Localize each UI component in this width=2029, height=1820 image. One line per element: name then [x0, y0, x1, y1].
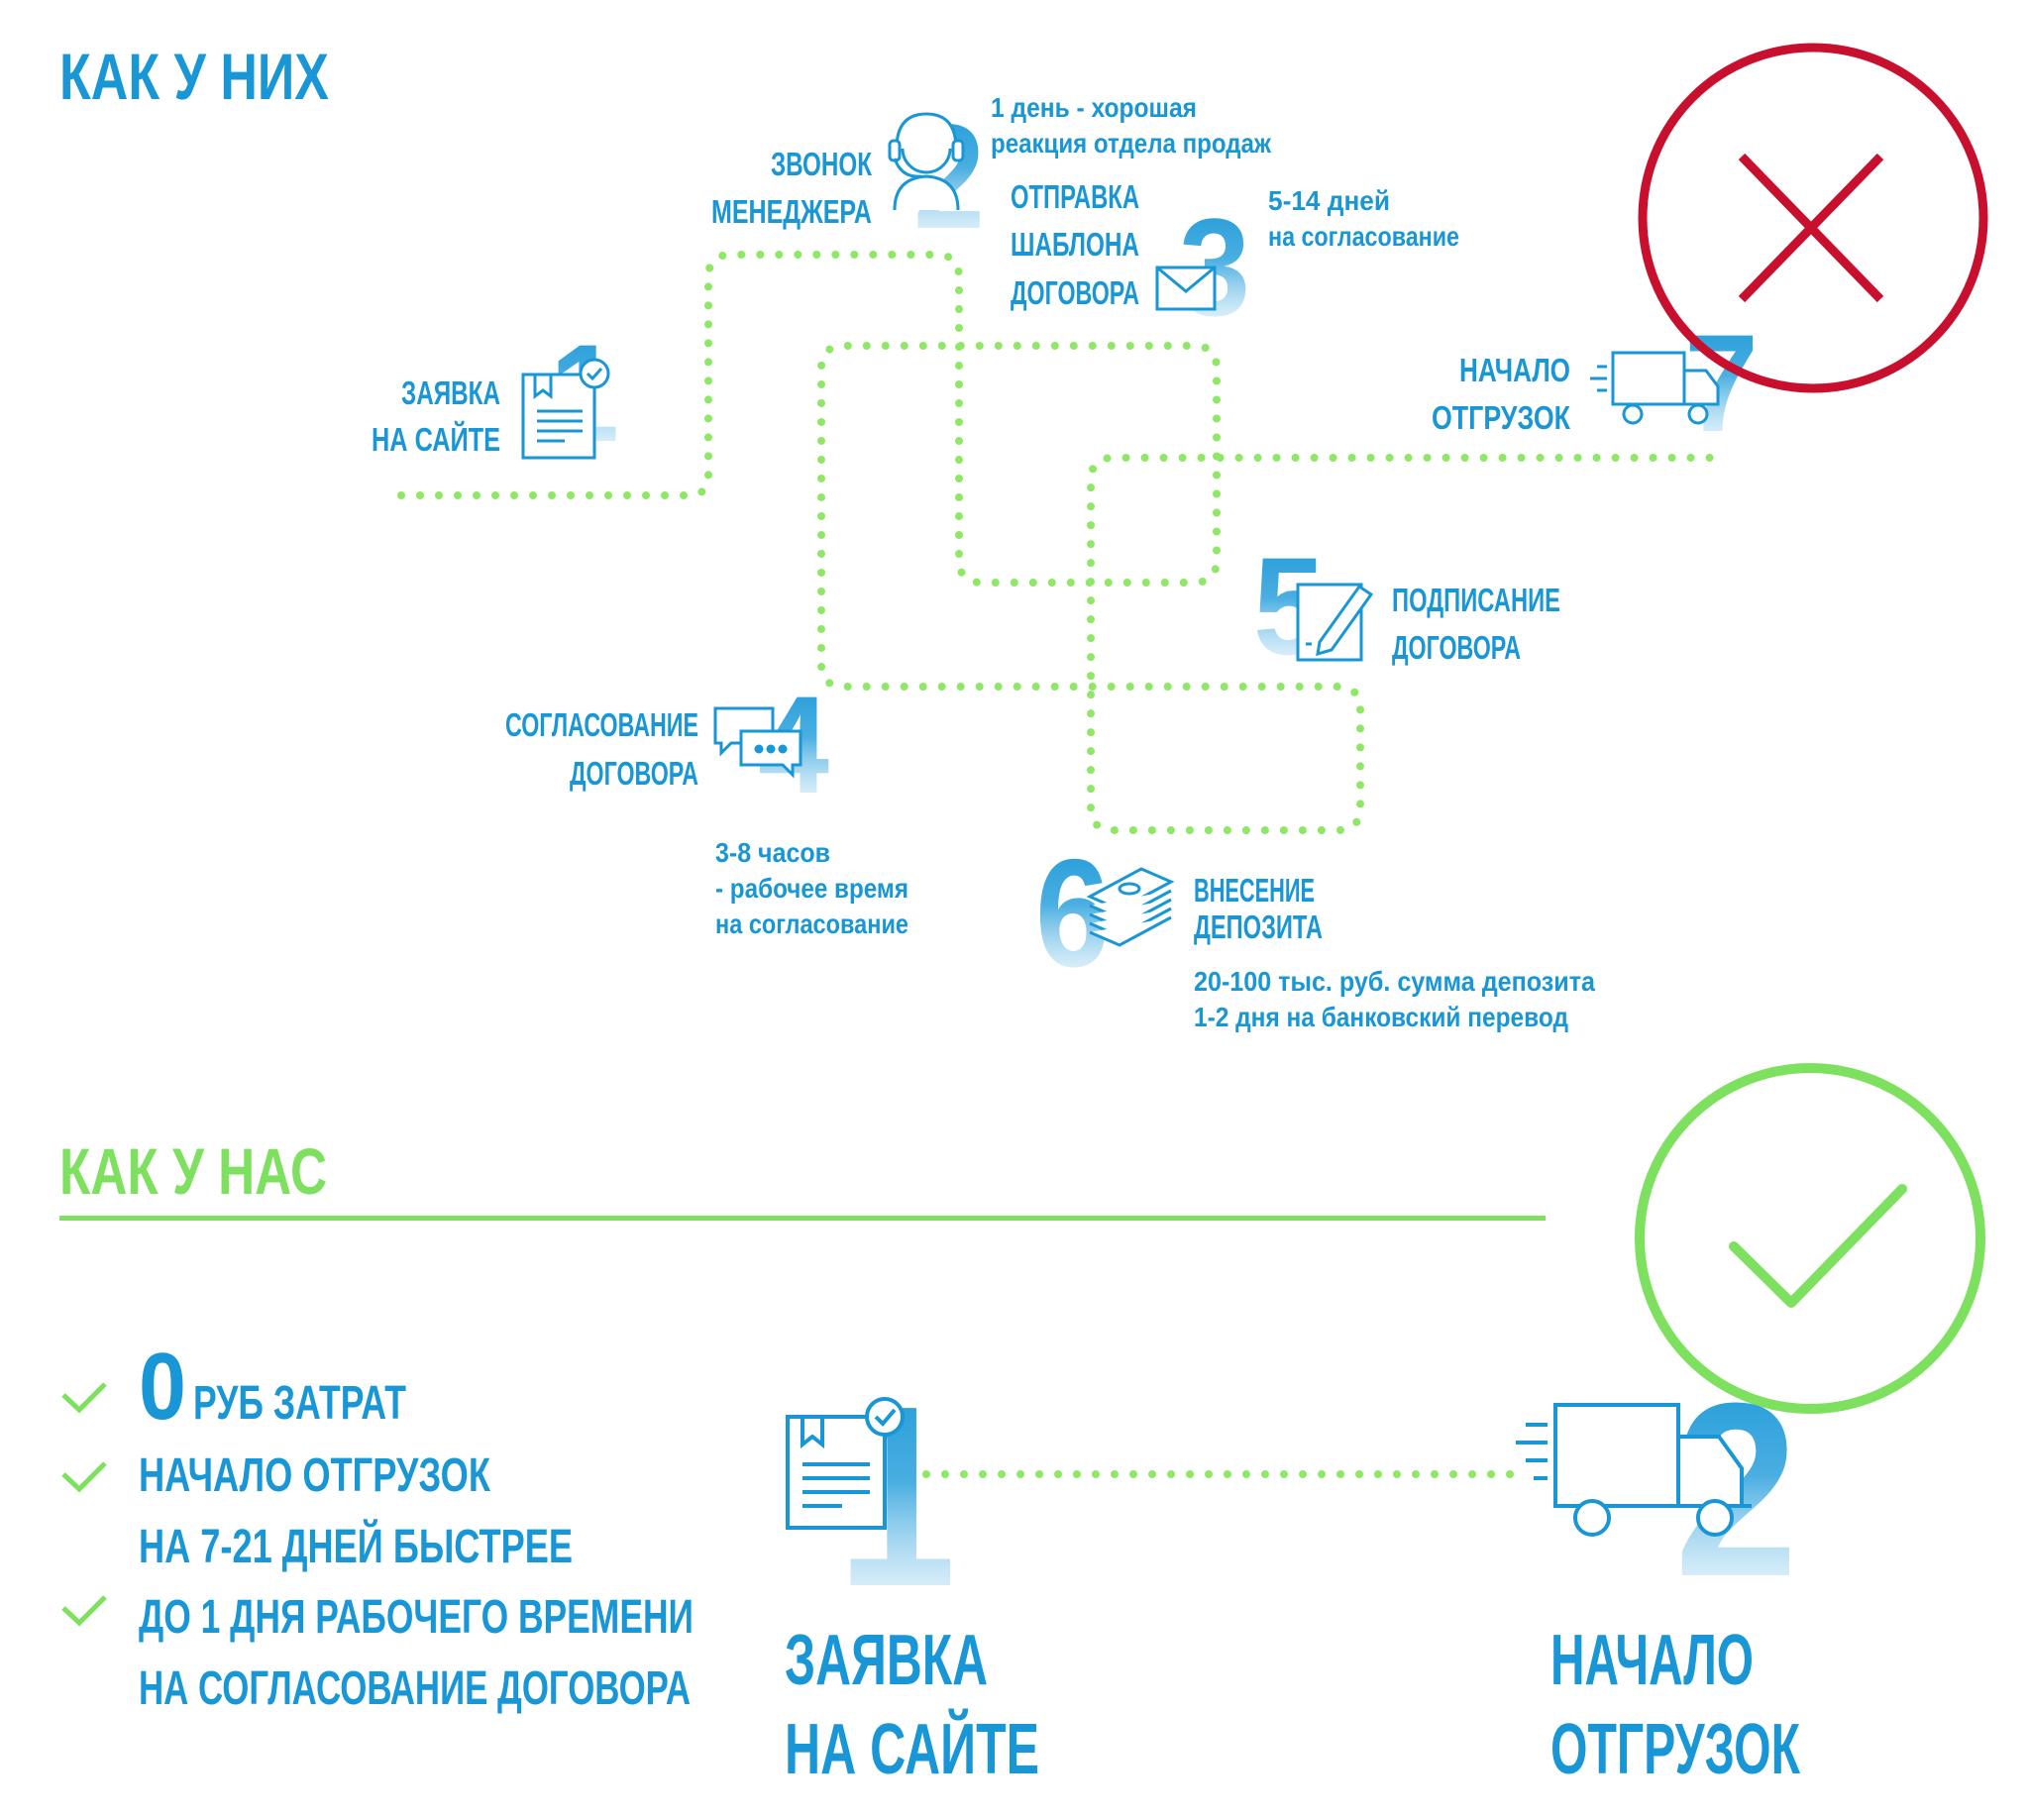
checkmark-icon	[61, 1461, 107, 1493]
step-label-line: ЗАЯВКА	[401, 375, 500, 411]
chat-bubbles-icon	[713, 706, 802, 779]
step-label-line: ШАБЛОНА	[1011, 226, 1139, 263]
step-label-line: ЗВОНОК	[771, 146, 873, 182]
checkmark-icon	[61, 1382, 107, 1414]
cross-circle-icon	[1638, 43, 1988, 393]
step-2: 2 ЗВОНОК МЕНЕДЖЕРА 1 день - хорошая реак…	[711, 92, 1272, 260]
step-5: 5 ПОДПИСАНИЕ ДОГОВОРА	[1253, 528, 1560, 684]
delivery-truck-icon	[1590, 351, 1720, 425]
step-label-line: ДОГОВОРА	[1011, 274, 1139, 311]
step-note-line: 5-14 дней	[1268, 185, 1390, 216]
step-label-line: СОГЛАСОВАНИЕ	[505, 706, 698, 743]
benefit-text-line: РУБ ЗАТРАТ	[193, 1377, 406, 1430]
step-1: 1 ЗАЯВКА НА САЙТЕ	[372, 315, 619, 471]
benefit-text-line: НАЧАЛО ОТГРУЗОК	[139, 1449, 491, 1502]
step-6: 6 ВНЕСЕНИЕ ДЕПОЗИТА 20-100 тыс. руб. сум…	[1035, 827, 1595, 1032]
envelope-icon	[1155, 266, 1217, 311]
step-label-line: ПОДПИСАНИЕ	[1392, 582, 1560, 618]
ours-title: КАК У НАС	[59, 1134, 327, 1208]
benefit-item: ДО 1 ДНЯ РАБОЧЕГО ВРЕМЕНИ НА СОГЛАСОВАНИ…	[61, 1591, 694, 1715]
step-label-line: ДЕПОЗИТА	[1194, 909, 1323, 945]
benefit-text-line: НА СОГЛАСОВАНИЕ ДОГОВОРА	[139, 1662, 691, 1715]
step-label-line: ДОГОВОРА	[570, 755, 698, 792]
document-check-icon	[521, 358, 610, 460]
sign-document-icon	[1296, 583, 1374, 662]
checkmark-icon	[61, 1595, 107, 1627]
step-note-line: - рабочее время	[715, 873, 908, 904]
benefit-item: НАЧАЛО ОТГРУЗОК НА 7-21 ДНЕЙ БЫСТРЕЕ	[61, 1449, 573, 1573]
benefit-item: 0 РУБ ЗАТРАТ	[61, 1334, 406, 1440]
step-7: 7 НАЧАЛО ОТГРУЗОК	[1432, 305, 1759, 461]
theirs-title: КАК У НИХ	[59, 40, 329, 113]
document-check-icon	[786, 1397, 905, 1530]
delivery-truck-icon	[1516, 1403, 1752, 1537]
step-label-line: НА САЙТЕ	[372, 420, 500, 458]
step-label-line: НАЧАЛО	[1459, 352, 1570, 388]
step-note-line: реакция отдела продаж	[991, 128, 1272, 159]
step-label-line: НА САЙТЕ	[785, 1708, 1039, 1789]
step-note-line: 1 день - хорошая	[991, 92, 1197, 123]
step-4: 4 СОГЛАСОВАНИЕ ДОГОВОРА 3-8 часов - рабо…	[505, 667, 908, 939]
step-label-line: ОТПРАВКА	[1011, 178, 1139, 215]
check-circle-icon	[1635, 1063, 1985, 1414]
benefit-text-line: ДО 1 ДНЯ РАБОЧЕГО ВРЕМЕНИ	[139, 1591, 694, 1644]
step-label-line: ОТГРУЗОК	[1432, 399, 1571, 436]
step-note-line: на согласование	[1268, 221, 1459, 252]
money-stack-icon	[1086, 867, 1175, 947]
step-label-line: МЕНЕДЖЕРА	[711, 193, 872, 230]
step-note-line: 20-100 тыс. руб. сумма депозита	[1194, 966, 1595, 997]
step-note-line: на согласование	[715, 909, 908, 939]
step-3: 3 ОТПРАВКА ШАБЛОНА ДОГОВОРА 5-14 дней на…	[1011, 178, 1459, 345]
benefit-big-number: 0	[139, 1334, 186, 1440]
ours-step-2: 2 НАЧАЛО ОТГРУЗОК	[1516, 1351, 1801, 1789]
step-label-line: НАЧАЛО	[1550, 1621, 1754, 1700]
benefit-text-line: НА 7-21 ДНЕЙ БЫСТРЕЕ	[139, 1519, 573, 1573]
step-number: 6	[1035, 827, 1110, 999]
ours-step-1: 1 ЗАЯВКА НА САЙТЕ	[785, 1353, 1039, 1789]
step-label-line: ОТГРУЗОК	[1550, 1710, 1801, 1789]
step-note-line: 3-8 часов	[715, 837, 830, 868]
ours-divider	[59, 1216, 1546, 1221]
step-label-line: ВНЕСЕНИЕ	[1194, 872, 1315, 909]
process-path	[397, 251, 1723, 834]
headset-operator-icon	[888, 112, 965, 211]
step-label-line: ДОГОВОРА	[1392, 629, 1521, 666]
step-label-line: ЗАЯВКА	[785, 1621, 988, 1700]
step-note-line: 1-2 дня на банковский перевод	[1194, 1002, 1568, 1032]
